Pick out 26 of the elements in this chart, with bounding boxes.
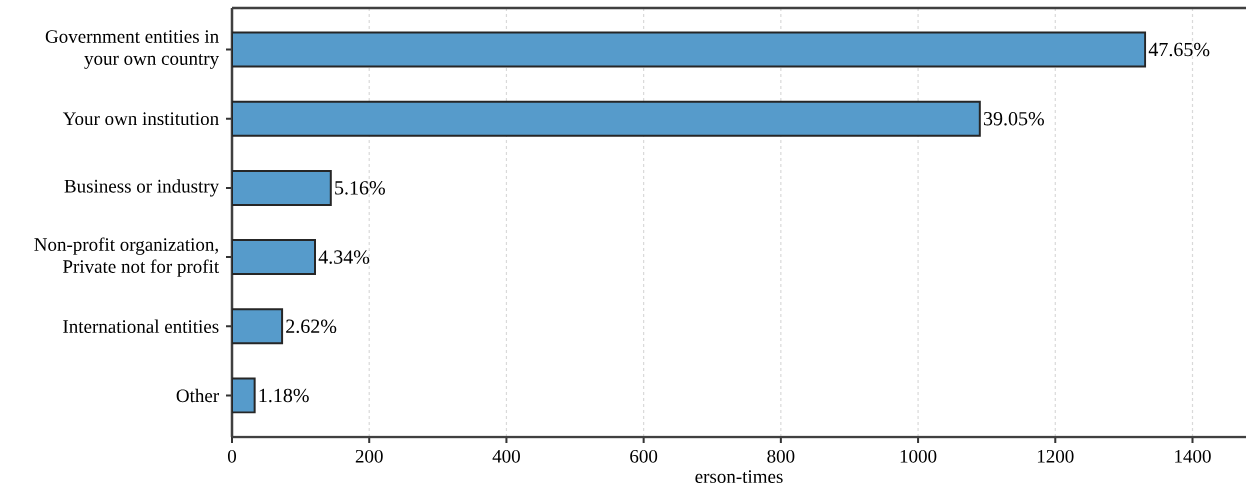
x-tick-label: 1000 <box>900 449 937 463</box>
annotation: 4.34% <box>318 250 370 264</box>
x-tick-label: 1400 <box>1175 449 1211 463</box>
bar <box>232 308 284 345</box>
annotation: 39.05% <box>983 111 1044 126</box>
y-tick-label: Your own institution <box>62 112 219 126</box>
x-tick-label: 600 <box>630 449 658 463</box>
x-axis-title: erson-times <box>695 470 783 483</box>
y-tick-label: Other <box>176 388 219 403</box>
y-tick-label: International entities <box>63 319 219 333</box>
bar <box>232 239 317 276</box>
x-tick-label: 1200 <box>1037 449 1074 463</box>
x-tick-label: 400 <box>492 449 520 463</box>
y-tick-label: Business or industry <box>64 179 220 197</box>
annotation: 5.16% <box>335 181 385 195</box>
bar <box>232 31 1147 68</box>
annotation: 47.65% <box>1148 42 1210 57</box>
annotation: 2.62% <box>286 319 337 334</box>
annotation: 1.18% <box>259 388 309 403</box>
x-tick-label: 0 <box>227 449 237 463</box>
x-tick-label: 800 <box>767 449 795 463</box>
y-tick-label: Government entities in your own country <box>45 30 220 69</box>
bar <box>232 169 332 206</box>
x-tick-label: 200 <box>355 449 383 463</box>
y-tick-label: Non-profit organization, Private not for profit <box>34 237 220 277</box>
bar <box>232 100 981 137</box>
